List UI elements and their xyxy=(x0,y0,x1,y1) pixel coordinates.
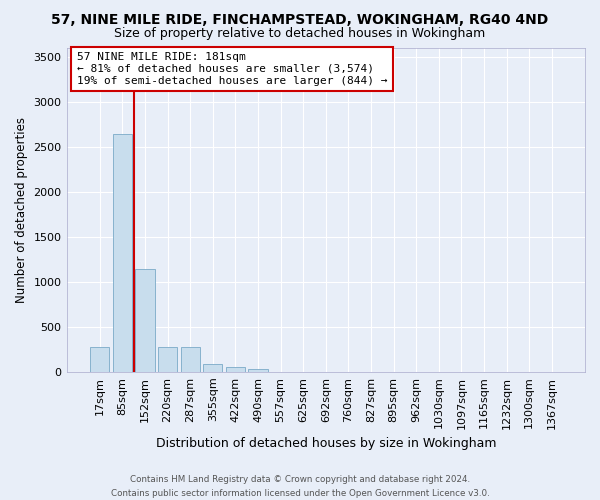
Bar xyxy=(203,364,223,372)
Bar xyxy=(226,367,245,372)
Bar xyxy=(248,368,268,372)
Bar xyxy=(136,269,155,372)
X-axis label: Distribution of detached houses by size in Wokingham: Distribution of detached houses by size … xyxy=(155,437,496,450)
Text: 57, NINE MILE RIDE, FINCHAMPSTEAD, WOKINGHAM, RG40 4ND: 57, NINE MILE RIDE, FINCHAMPSTEAD, WOKIN… xyxy=(52,12,548,26)
Y-axis label: Number of detached properties: Number of detached properties xyxy=(15,116,28,302)
Bar xyxy=(90,348,109,372)
Bar xyxy=(181,346,200,372)
Text: 57 NINE MILE RIDE: 181sqm
← 81% of detached houses are smaller (3,574)
19% of se: 57 NINE MILE RIDE: 181sqm ← 81% of detac… xyxy=(77,52,388,86)
Text: Size of property relative to detached houses in Wokingham: Size of property relative to detached ho… xyxy=(115,28,485,40)
Text: Contains HM Land Registry data © Crown copyright and database right 2024.
Contai: Contains HM Land Registry data © Crown c… xyxy=(110,476,490,498)
Bar xyxy=(113,134,132,372)
Bar xyxy=(158,346,177,372)
